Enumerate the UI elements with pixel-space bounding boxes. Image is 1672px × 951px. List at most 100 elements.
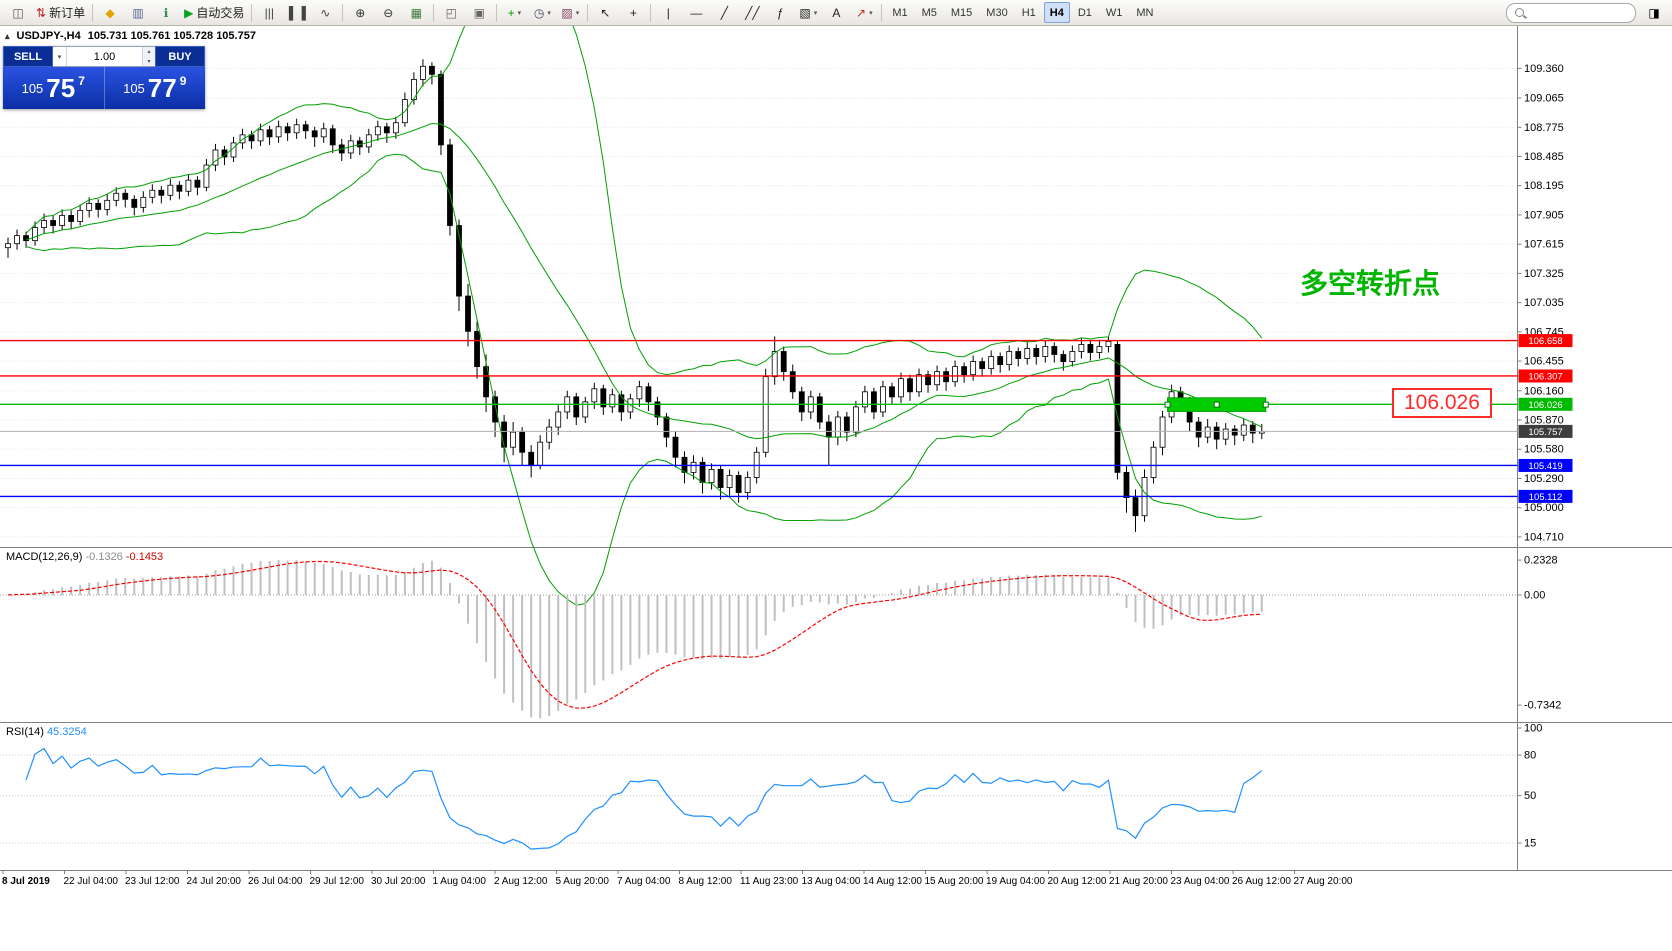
buy-price-main: 77 — [147, 73, 177, 103]
svg-text:26 Jul 04:00: 26 Jul 04:00 — [248, 876, 303, 887]
periods-caret[interactable]: ▾ — [547, 9, 551, 17]
macd-name: MACD(12,26,9) — [6, 551, 83, 563]
horizontal-line-icon: — — [690, 5, 703, 20]
rsi-line — [25, 747, 1263, 850]
timeframe-m30[interactable]: M30 — [986, 6, 1008, 19]
zoom-in-button[interactable]: ⊕ — [346, 2, 374, 24]
shapes-icon: ▧ — [799, 5, 811, 20]
toggle-panel-button[interactable]: ◨ — [1640, 2, 1668, 24]
price-grid — [0, 67, 1518, 538]
sell-price-main: 75 — [46, 73, 76, 103]
chart-line-button[interactable]: ∿ — [311, 2, 339, 24]
data-window-icon: ℹ — [163, 5, 169, 20]
cascade-windows-button[interactable]: ▣ — [465, 2, 493, 24]
search-input[interactable] — [1530, 5, 1616, 20]
shapes-caret[interactable]: ▾ — [813, 9, 818, 17]
chart-candles-button[interactable]: ▌▐ — [283, 2, 311, 24]
chart-window-icon: ◫ — [12, 5, 24, 20]
text-button[interactable]: A — [822, 2, 850, 24]
arrows-caret[interactable]: ▾ — [869, 9, 873, 17]
symbol-period-label: USDJPY-,H4 — [16, 30, 81, 42]
svg-text:0.2328: 0.2328 — [1524, 555, 1558, 567]
svg-text:107.615: 107.615 — [1524, 239, 1564, 251]
svg-text:105.419: 105.419 — [1528, 461, 1562, 472]
bollinger-middle — [25, 122, 1262, 440]
price-callout-label[interactable]: 106.026 — [1392, 388, 1492, 418]
horizontal-line-button[interactable]: — — [682, 2, 710, 24]
svg-text:2 Aug 12:00: 2 Aug 12:00 — [494, 876, 548, 887]
svg-text:15 Aug 20:00: 15 Aug 20:00 — [925, 876, 984, 887]
search-box — [1506, 2, 1636, 23]
toggle-panel-icon: ◨ — [1648, 5, 1660, 20]
macd-label: MACD(12,26,9) -0.1326 -0.1453 — [6, 551, 163, 563]
trade-panel-prices: 105 75 7 105 77 9 — [3, 67, 205, 109]
expert-advisors-icon: ◆ — [105, 5, 115, 20]
toolbar-divider — [881, 3, 883, 22]
templates-button[interactable]: ▨ ▾ — [556, 2, 584, 24]
svg-text:13 Aug 04:00: 13 Aug 04:00 — [802, 876, 861, 887]
chart-window-button[interactable]: ◫ — [4, 2, 32, 24]
volume-down-button[interactable]: ▾ — [143, 56, 155, 66]
buy-button[interactable]: BUY — [155, 46, 205, 67]
crosshair-button[interactable]: + — [619, 2, 647, 24]
svg-text:106.658: 106.658 — [1528, 336, 1562, 347]
trendline-icon: ╱ — [720, 5, 728, 20]
support-zone-rect[interactable] — [1164, 397, 1269, 412]
data-window-button[interactable]: ℹ — [152, 2, 180, 24]
timeframe-mn[interactable]: MN — [1136, 6, 1154, 19]
svg-text:109.360: 109.360 — [1524, 63, 1564, 75]
svg-text:11 Aug 23:00: 11 Aug 23:00 — [740, 876, 799, 887]
autotrading-button[interactable]: ▶ 自动交易 — [180, 2, 248, 24]
timeframe-m15[interactable]: M15 — [950, 6, 973, 19]
svg-text:26 Aug 12:00: 26 Aug 12:00 — [1232, 876, 1291, 887]
indicators-caret[interactable]: ▾ — [517, 9, 522, 17]
sell-button[interactable]: SELL — [3, 46, 53, 67]
auto-arrange-button[interactable]: ▦ — [402, 2, 430, 24]
timeframe-d1[interactable]: D1 — [1077, 6, 1092, 19]
autotrading-icon: ▶ — [184, 5, 194, 20]
zoom-out-button[interactable]: ⊖ — [374, 2, 402, 24]
sell-price[interactable]: 105 75 7 — [3, 67, 104, 109]
vertical-line-button[interactable]: | — [654, 2, 682, 24]
svg-text:107.035: 107.035 — [1524, 297, 1564, 309]
volume-up-button[interactable]: ▴ — [143, 47, 155, 57]
trendline-button[interactable]: ╱ — [710, 2, 738, 24]
time-axis[interactable]: 8 Jul 2019 22 Jul 04:00 23 Jul 12:00 24 Jul… — [2, 871, 1353, 887]
expert-advisors-button[interactable]: ◆ — [96, 2, 124, 24]
volume-input[interactable] — [67, 47, 142, 66]
macd-main-value: -0.1326 — [85, 551, 123, 563]
annotation-text[interactable]: 多空转折点 — [1300, 268, 1441, 299]
channel-button[interactable]: ╱╱ — [738, 2, 766, 24]
selection-handle — [1262, 401, 1269, 408]
timeframe-m5[interactable]: M5 — [921, 6, 937, 19]
buy-price[interactable]: 105 77 9 — [105, 67, 206, 109]
tile-windows-button[interactable]: ◰ — [437, 2, 465, 24]
timeframe-m1[interactable]: M1 — [892, 6, 908, 19]
one-click-collapse-arrow[interactable]: ▴ — [5, 30, 10, 41]
shapes-button[interactable]: ▧ ▾ — [794, 2, 822, 24]
rsi-name: RSI(14) — [6, 726, 44, 738]
timeframe-h4[interactable]: H4 — [1043, 2, 1070, 23]
periods-button[interactable]: ◷ ▾ — [528, 2, 556, 24]
new-order-label: 新订单 — [49, 6, 86, 20]
svg-text:108.775: 108.775 — [1524, 122, 1564, 134]
new-order-button[interactable]: ⇅ 新订单 — [32, 2, 89, 24]
macd-pane — [0, 560, 1518, 719]
chart-bars-button[interactable]: ||| — [255, 2, 283, 24]
cursor-button[interactable]: ↖ — [591, 2, 619, 24]
svg-text:27 Aug 20:00: 27 Aug 20:00 — [1294, 876, 1353, 887]
templates-caret[interactable]: ▾ — [575, 9, 580, 17]
chart-bars-icon: ||| — [264, 5, 274, 20]
timeframe-w1[interactable]: W1 — [1105, 6, 1123, 19]
market-watch-button[interactable]: ▥ — [124, 2, 152, 24]
arrows-button[interactable]: ↗ ▾ — [850, 2, 878, 24]
price-axis[interactable]: 109.360 109.065 108.775 108.485 108.195 107.9… — [1517, 63, 1573, 850]
fibonacci-button[interactable]: ƒ — [766, 2, 794, 24]
buy-price-prefix: 105 — [123, 80, 145, 96]
indicators-button[interactable]: + ▾ — [500, 2, 528, 24]
timeframe-h1[interactable]: H1 — [1021, 6, 1036, 19]
volume-dropdown-caret[interactable]: ▾ — [53, 47, 67, 66]
text-icon: A — [832, 5, 841, 20]
